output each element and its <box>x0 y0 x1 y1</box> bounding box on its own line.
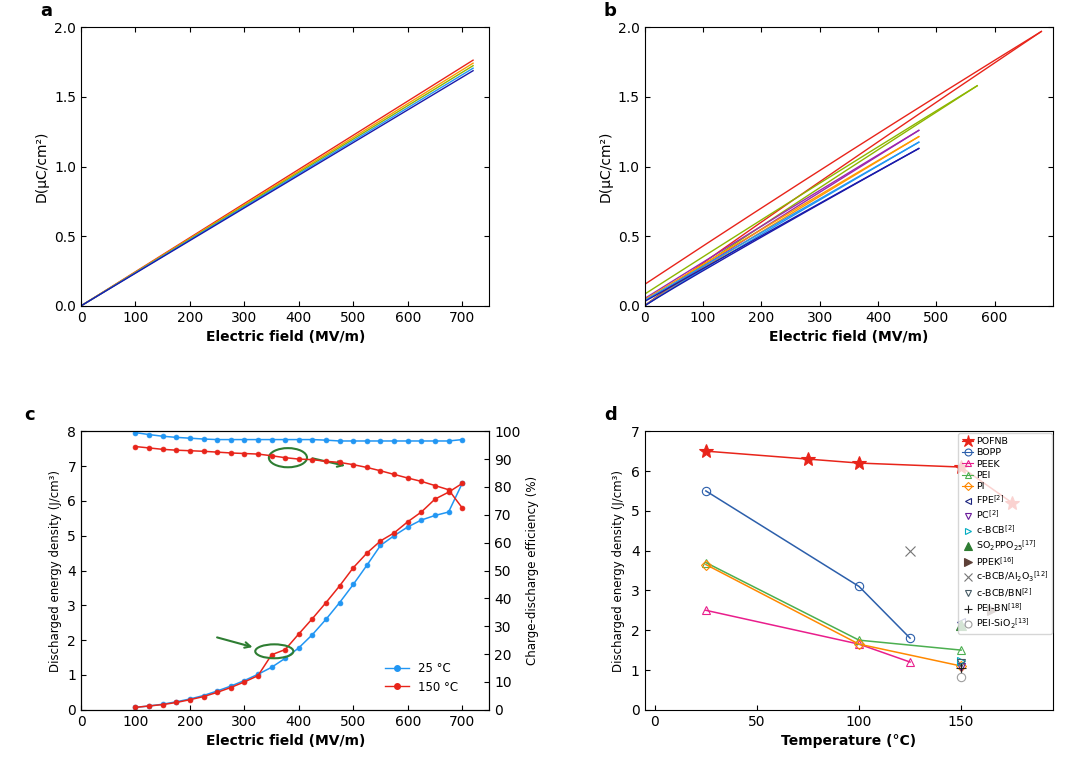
Text: c: c <box>24 406 35 424</box>
Y-axis label: Charge-discharge efficiency (%): Charge-discharge efficiency (%) <box>526 476 539 665</box>
X-axis label: Electric field (MV/m): Electric field (MV/m) <box>769 330 929 344</box>
Y-axis label: D(μC/cm²): D(μC/cm²) <box>35 131 49 202</box>
Text: b: b <box>604 2 617 20</box>
Legend: 25 °C, 150 °C: 25 °C, 150 °C <box>380 657 463 698</box>
Legend: POFNB, BOPP, PEEK, PEI, PI, FPE$^{[2]}$, PC$^{[2]}$, c-BCB$^{[2]}$, SO$_2$PPO$_{: POFNB, BOPP, PEEK, PEI, PI, FPE$^{[2]}$,… <box>958 433 1052 634</box>
Y-axis label: Discharged energy density (J/cm³): Discharged energy density (J/cm³) <box>49 470 62 672</box>
Text: d: d <box>604 406 617 424</box>
X-axis label: Temperature (°C): Temperature (°C) <box>781 734 916 748</box>
Y-axis label: D(μC/cm²): D(μC/cm²) <box>598 131 612 202</box>
Text: a: a <box>40 2 52 20</box>
Y-axis label: Discharged energy density (J/cm³): Discharged energy density (J/cm³) <box>612 470 625 672</box>
X-axis label: Electric field (MV/m): Electric field (MV/m) <box>205 330 365 344</box>
X-axis label: Electric field (MV/m): Electric field (MV/m) <box>205 734 365 748</box>
